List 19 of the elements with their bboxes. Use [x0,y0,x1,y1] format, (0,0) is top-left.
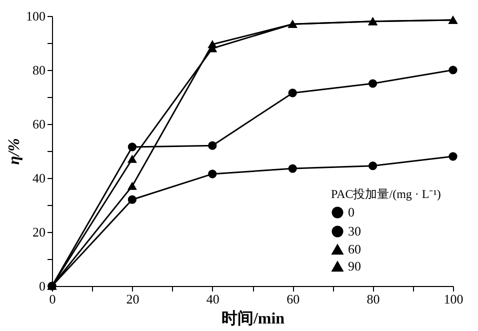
x-tick-label: 20 [126,292,140,306]
y-tick-label: 0 [39,278,46,294]
x-tick-label: 40 [206,292,220,306]
legend-label: 60 [348,242,361,256]
x-tick-label: 80 [366,292,380,306]
y-tick-label: 20 [32,224,46,240]
legend-label: 90 [348,258,361,274]
legend-label: 30 [348,224,361,238]
x-axis-title: 时间/min [221,310,285,328]
y-tick-label: 100 [26,8,46,24]
y-tick-label: 80 [32,62,46,78]
x-tick-label: 0 [49,292,56,306]
x-tick-label: 60 [286,292,300,306]
y-tick-label: 40 [32,170,46,186]
y-axis-title: η/% [6,138,23,165]
legend-label: 0 [348,204,354,220]
x-tick-label: 100 [444,292,464,306]
y-tick-label: 60 [32,116,46,132]
legend-title: PAC投加量/(mg · L⁻¹) [331,187,441,201]
